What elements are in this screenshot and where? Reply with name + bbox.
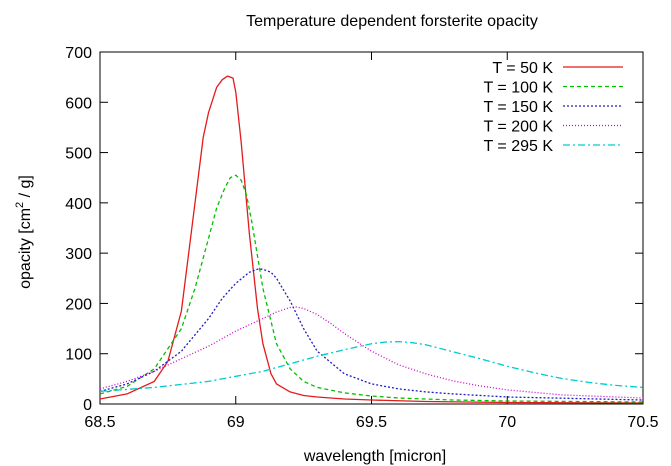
y-tick-label: 300 [65,246,92,263]
legend: T = 50 K T = 100 K T = 150 K T = 200 K T = 2… [483,60,623,155]
x-axis-ticks: 68.5 69 69.5 70 70.5 [84,52,659,431]
legend-label-1: T = 50 K [492,60,553,77]
series-line-3 [99,268,644,401]
x-tick-label: 69 [227,414,245,431]
series-line-4 [99,306,644,399]
legend-label-5: T = 295 K [483,138,553,155]
legend-label-3: T = 150 K [483,99,553,116]
series-group [99,75,644,404]
y-tick-label: 0 [83,397,92,414]
y-axis-title-main: opacity [cm [17,208,34,289]
y-axis-title: opacity [cm2 / g] [14,175,34,289]
plot-frame [99,51,644,405]
series-line-2 [99,174,644,403]
series-line-1 [99,75,644,404]
y-tick-label: 400 [65,196,92,213]
x-tick-label: 70 [498,414,516,431]
y-tick-label: 700 [65,45,92,62]
chart-title: Temperature dependent forsterite opacity [246,13,538,30]
series-line-5 [99,340,644,393]
plot-border [99,51,644,405]
x-tick-label: 68.5 [84,414,115,431]
y-axis-ticks: 0 100 200 300 400 500 600 700 [65,45,643,414]
legend-label-2: T = 100 K [483,80,553,97]
y-tick-label: 500 [65,146,92,163]
x-axis-title: wavelength [micron] [303,448,446,465]
y-axis-title-sup: 2 [14,202,26,208]
x-tick-label: 69.5 [356,414,387,431]
y-tick-label: 600 [65,95,92,112]
legend-label-4: T = 200 K [483,119,553,136]
y-tick-label: 100 [65,347,92,364]
y-axis-title-tail: / g] [17,175,34,202]
y-tick-label: 200 [65,296,92,313]
x-tick-label: 70.5 [627,414,658,431]
